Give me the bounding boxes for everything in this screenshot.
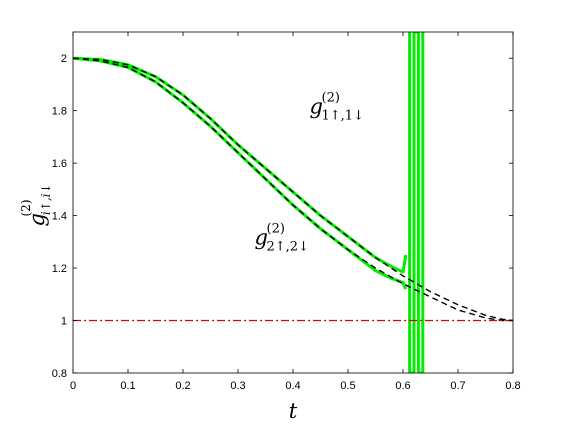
curve-annotation-2: g(2) 2↑,2↓ xyxy=(255,221,309,254)
x-tick-label: 0.6 xyxy=(395,380,410,392)
annotation-base: g xyxy=(310,94,323,118)
series-line-3 xyxy=(73,57,513,322)
ticks-layer: 0 0.1 0.2 0.3 0.4 0.5 0.6 0.7 0.8 0.8 1 1.2 1.4 1.6 1.… xyxy=(52,32,521,392)
x-tick-label: 0.8 xyxy=(505,380,520,392)
plot-background xyxy=(73,32,513,373)
y-axis-label-sup: (2) xyxy=(19,200,33,217)
x-tick-label: 0.2 xyxy=(175,380,190,392)
svg-text:gi↑,i↓: gi↑,i↓ xyxy=(25,183,53,226)
curve-annotation-1: g(2) 1↑,1↓ xyxy=(310,90,364,123)
annotation-layer: g(2)1↑,1↓g(2)2↑,2↓ xyxy=(255,90,364,254)
x-axis-label: t xyxy=(289,399,298,423)
y-tick-label: 1 xyxy=(61,316,67,328)
annotation-sup: (2) xyxy=(267,221,285,236)
series-layer xyxy=(73,32,513,373)
y-tick-label: 1.6 xyxy=(52,158,67,170)
annotation-sub: 1↑,1↓ xyxy=(322,108,364,123)
series-line-4 xyxy=(73,57,513,322)
x-tick-label: 0.1 xyxy=(120,380,135,392)
y-tick-label: 1.8 xyxy=(52,106,67,118)
annotation-sub: 2↑,2↓ xyxy=(267,239,309,254)
y-tick-label: 0.8 xyxy=(52,368,67,380)
annotation-base: g xyxy=(255,225,268,249)
annotation-sup: (2) xyxy=(322,90,340,105)
y-axis-label: gi↑,i↓ (2) xyxy=(19,183,53,226)
x-tick-label: 0.4 xyxy=(285,380,300,392)
y-tick-label: 2 xyxy=(61,53,67,65)
y-tick-label: 1.4 xyxy=(52,211,67,223)
y-tick-label: 1.2 xyxy=(52,263,67,275)
x-tick-label: 0 xyxy=(70,380,76,392)
y-axis-label-sub: i↑,i↓ xyxy=(39,183,53,215)
y-axis-label-base: g xyxy=(25,213,49,226)
x-tick-label: 0.5 xyxy=(340,380,355,392)
x-tick-label: 0.3 xyxy=(230,380,245,392)
x-tick-label: 0.7 xyxy=(450,380,465,392)
